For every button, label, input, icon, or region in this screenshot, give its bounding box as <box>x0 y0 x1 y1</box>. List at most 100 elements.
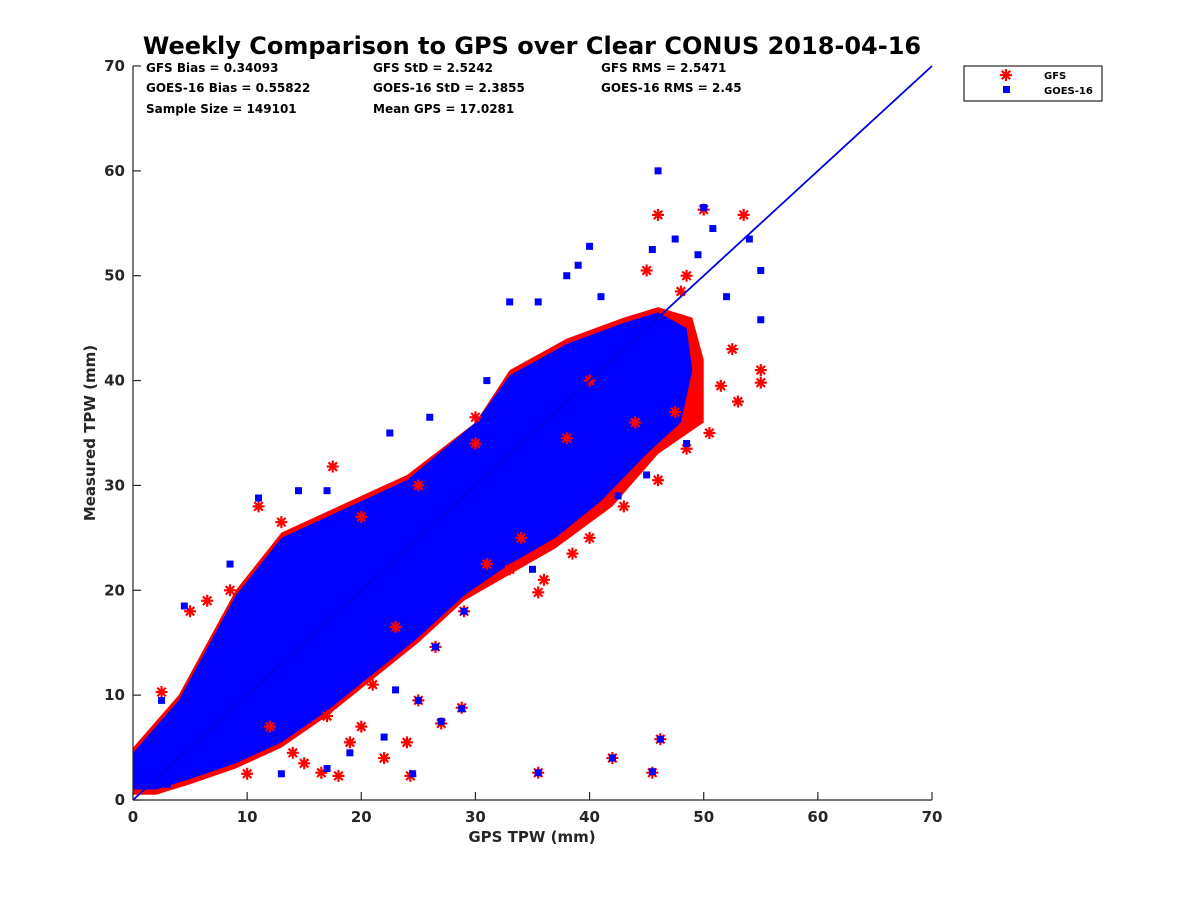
gfs-point <box>286 746 299 759</box>
stat-label: Mean GPS = 17.0281 <box>373 102 514 116</box>
goes16-point <box>683 439 691 447</box>
gfs-point <box>640 264 653 277</box>
gfs-point <box>366 678 379 691</box>
goes16-point <box>534 769 542 777</box>
gfs-point <box>241 767 254 780</box>
x-axis-label: GPS TPW (mm) <box>468 828 595 846</box>
gfs-point <box>731 395 744 408</box>
gfs-point <box>355 510 368 523</box>
goes16-point <box>586 242 594 250</box>
legend-gfs-star <box>1000 69 1012 81</box>
goes16-point <box>506 298 514 306</box>
gfs-point <box>726 343 739 356</box>
gfs-point <box>326 460 339 473</box>
gfs-point <box>355 720 368 733</box>
goes16-point <box>323 487 331 495</box>
gfs-point <box>252 500 265 513</box>
gfs-point <box>714 379 727 392</box>
stat-label: GFS StD = 2.5242 <box>373 61 493 75</box>
x-tick-label: 70 <box>922 808 943 826</box>
goes16-point <box>277 770 285 778</box>
stat-label: GFS Bias = 0.34093 <box>146 61 278 75</box>
gfs-point <box>754 376 767 389</box>
goes16-point <box>226 560 234 568</box>
goes16-point <box>643 471 651 479</box>
stat-label: GOES-16 RMS = 2.45 <box>601 81 742 95</box>
gfs-point <box>378 752 391 765</box>
goes16-point <box>648 768 656 776</box>
gfs-point <box>155 685 168 698</box>
gfs-point <box>298 757 311 770</box>
gfs-point <box>503 563 516 576</box>
goes16-point <box>665 335 673 343</box>
goes16-cloud <box>133 312 693 790</box>
x-tick-label: 10 <box>237 808 258 826</box>
goes16-point <box>426 413 434 421</box>
dense-point-cloud <box>133 307 704 795</box>
gfs-point <box>532 586 545 599</box>
gfs-point <box>400 736 413 749</box>
y-tick-label: 40 <box>104 372 125 390</box>
x-tick-label: 50 <box>693 808 714 826</box>
goes16-point <box>656 735 664 743</box>
goes16-point <box>540 466 548 474</box>
gfs-point <box>201 594 214 607</box>
goes16-point <box>471 534 479 542</box>
goes16-point <box>323 765 331 773</box>
x-tick-label: 40 <box>579 808 600 826</box>
gfs-point <box>617 500 630 513</box>
goes16-point <box>295 487 303 495</box>
stats-annotations: GFS Bias = 0.34093 GFS StD = 2.5242 GFS RM… <box>146 61 742 116</box>
goes16-point <box>671 235 679 243</box>
goes16-point <box>380 733 388 741</box>
gfs-point <box>652 208 665 221</box>
goes16-point <box>386 429 394 437</box>
gfs-point <box>412 479 425 492</box>
goes16-point <box>694 251 702 259</box>
goes16-point <box>357 523 365 531</box>
x-tick-label: 60 <box>807 808 828 826</box>
stat-label: GOES-16 Bias = 0.55822 <box>146 81 310 95</box>
gfs-point <box>583 531 596 544</box>
gfs-point <box>469 411 482 424</box>
y-axis-label: Measured TPW (mm) <box>81 345 99 521</box>
goes16-point <box>529 565 536 573</box>
stat-label: GOES-16 StD = 2.3855 <box>373 81 525 95</box>
gfs-point <box>703 427 716 439</box>
x-tick-label: 0 <box>128 808 138 826</box>
gfs-point <box>184 605 197 618</box>
goes16-point <box>608 754 616 762</box>
goes16-point <box>300 586 308 594</box>
goes16-point <box>431 643 439 651</box>
goes16-point <box>700 204 708 212</box>
gfs-point <box>669 406 682 419</box>
gfs-point <box>680 269 693 282</box>
goes16-point <box>460 607 468 615</box>
x-tick-label: 30 <box>465 808 486 826</box>
legend-gfs-marker <box>1000 69 1012 81</box>
goes16-point <box>723 293 731 301</box>
goes16-series <box>158 167 765 788</box>
legend-goes16-marker <box>1003 86 1010 93</box>
goes16-point <box>346 749 354 757</box>
legend-box <box>963 65 1103 102</box>
gfs-point <box>389 620 402 633</box>
goes16-point <box>709 225 717 233</box>
goes16-point <box>745 235 753 243</box>
legend-goes16-label: GOES-16 <box>1044 86 1093 97</box>
gfs-point <box>560 432 573 445</box>
gfs-point <box>224 584 237 597</box>
x-tick-label: 20 <box>351 808 372 826</box>
goes16-point <box>563 272 571 280</box>
goes16-point <box>757 316 765 324</box>
goes16-point <box>648 246 656 253</box>
y-tick-label: 20 <box>104 581 125 599</box>
y-tick-label: 0 <box>115 791 125 809</box>
goes16-point <box>654 167 662 175</box>
gfs-point <box>480 558 493 571</box>
y-tick-label: 50 <box>104 267 125 285</box>
legend: GFS GOES-16 <box>963 65 1103 102</box>
one-to-one-line <box>132 65 933 801</box>
gfs-point <box>537 573 550 586</box>
